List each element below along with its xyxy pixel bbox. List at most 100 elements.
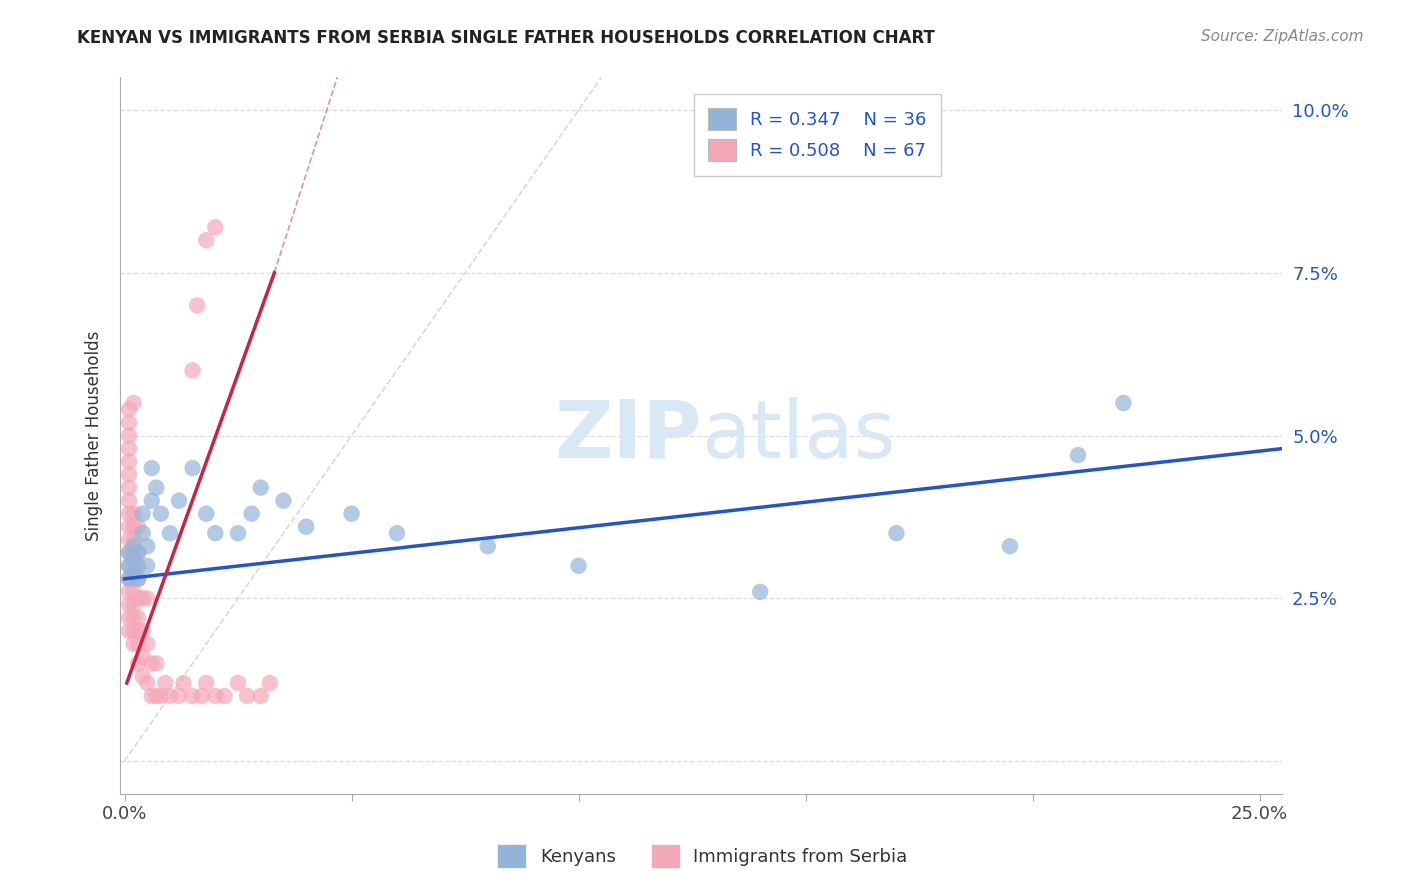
Point	[131, 624, 153, 638]
Point	[118, 546, 141, 560]
Point	[131, 669, 153, 683]
Point	[122, 558, 145, 573]
Point	[1112, 396, 1135, 410]
Point	[118, 493, 141, 508]
Point	[131, 591, 153, 606]
Point	[118, 584, 141, 599]
Point	[118, 598, 141, 612]
Point	[118, 572, 141, 586]
Point	[204, 689, 226, 703]
Point	[136, 591, 159, 606]
Point	[127, 657, 149, 671]
Point	[385, 526, 408, 541]
Point	[249, 481, 271, 495]
Point	[118, 611, 141, 625]
Point	[136, 676, 159, 690]
Point	[204, 526, 226, 541]
Point	[127, 519, 149, 533]
Point	[127, 546, 149, 560]
Point	[149, 507, 172, 521]
Point	[141, 493, 163, 508]
Point	[127, 591, 149, 606]
Point	[122, 637, 145, 651]
Point	[886, 526, 908, 541]
Point	[118, 572, 141, 586]
Point	[141, 461, 163, 475]
Point	[122, 624, 145, 638]
Point	[159, 526, 181, 541]
Point	[118, 519, 141, 533]
Point	[118, 558, 141, 573]
Text: ZIP: ZIP	[554, 397, 702, 475]
Point	[136, 558, 159, 573]
Point	[749, 584, 772, 599]
Point	[136, 539, 159, 553]
Point	[118, 481, 141, 495]
Point	[131, 649, 153, 664]
Point	[118, 454, 141, 468]
Point	[998, 539, 1021, 553]
Point	[567, 558, 589, 573]
Point	[195, 676, 218, 690]
Point	[145, 481, 167, 495]
Point	[273, 493, 295, 508]
Point	[118, 428, 141, 442]
Point	[122, 546, 145, 560]
Point	[122, 539, 145, 553]
Point	[340, 507, 363, 521]
Point	[477, 539, 499, 553]
Point	[122, 396, 145, 410]
Point	[122, 584, 145, 599]
Point	[122, 519, 145, 533]
Point	[118, 624, 141, 638]
Point	[149, 689, 172, 703]
Point	[226, 676, 249, 690]
Point	[181, 689, 204, 703]
Text: Source: ZipAtlas.com: Source: ZipAtlas.com	[1201, 29, 1364, 44]
Point	[190, 689, 212, 703]
Point	[259, 676, 281, 690]
Point	[1067, 448, 1090, 462]
Point	[118, 442, 141, 456]
Point	[236, 689, 259, 703]
Text: KENYAN VS IMMIGRANTS FROM SERBIA SINGLE FATHER HOUSEHOLDS CORRELATION CHART: KENYAN VS IMMIGRANTS FROM SERBIA SINGLE …	[77, 29, 935, 46]
Point	[141, 689, 163, 703]
Point	[141, 657, 163, 671]
Point	[118, 507, 141, 521]
Point	[167, 689, 190, 703]
Point	[127, 624, 149, 638]
Text: atlas: atlas	[702, 397, 896, 475]
Point	[214, 689, 236, 703]
Point	[118, 533, 141, 547]
Legend: Kenyans, Immigrants from Serbia: Kenyans, Immigrants from Serbia	[491, 838, 915, 874]
Point	[127, 558, 149, 573]
Point	[295, 519, 318, 533]
Point	[195, 233, 218, 247]
Point	[226, 526, 249, 541]
Point	[118, 546, 141, 560]
Point	[122, 611, 145, 625]
Point	[127, 572, 149, 586]
Y-axis label: Single Father Households: Single Father Households	[86, 330, 103, 541]
Point	[159, 689, 181, 703]
Point	[127, 546, 149, 560]
Point	[181, 461, 204, 475]
Point	[249, 689, 271, 703]
Point	[118, 402, 141, 417]
Point	[145, 689, 167, 703]
Point	[131, 507, 153, 521]
Point	[127, 611, 149, 625]
Point	[131, 526, 153, 541]
Point	[204, 220, 226, 235]
Point	[155, 676, 177, 690]
Point	[127, 572, 149, 586]
Point	[145, 657, 167, 671]
Point	[122, 552, 145, 566]
Point	[122, 507, 145, 521]
Point	[127, 637, 149, 651]
Point	[195, 507, 218, 521]
Point	[240, 507, 263, 521]
Point	[186, 298, 208, 312]
Point	[122, 533, 145, 547]
Point	[167, 493, 190, 508]
